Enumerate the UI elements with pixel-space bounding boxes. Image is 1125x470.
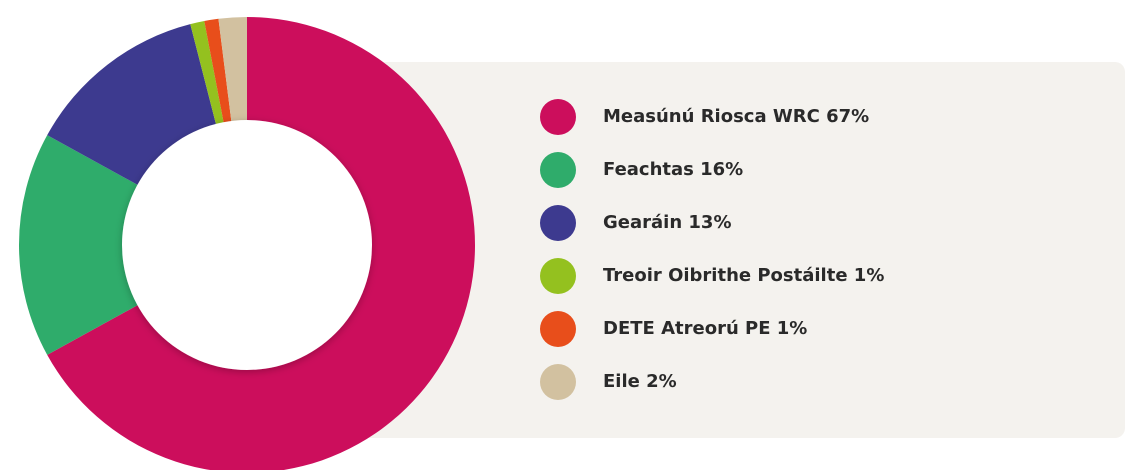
legend-label: Measúnú Riosca WRC 67% bbox=[603, 106, 869, 127]
legend-panel bbox=[330, 62, 1125, 438]
legend-swatch bbox=[540, 258, 576, 294]
legend-swatch bbox=[540, 205, 576, 241]
legend-label: Gearáin 13% bbox=[603, 212, 732, 233]
legend-label: Eile 2% bbox=[603, 371, 677, 392]
legend-swatch bbox=[540, 152, 576, 188]
legend-swatch bbox=[540, 311, 576, 347]
donut-hole bbox=[122, 120, 372, 370]
legend-label: Feachtas 16% bbox=[603, 159, 743, 180]
legend-swatch bbox=[540, 364, 576, 400]
legend-label: Treoir Oibrithe Postáilte 1% bbox=[603, 265, 884, 286]
legend: Measúnú Riosca WRC 67% Feachtas 16% Gearái… bbox=[540, 99, 884, 400]
legend-label: DETE Atreorú PE 1% bbox=[603, 318, 807, 339]
legend-swatch bbox=[540, 99, 576, 135]
